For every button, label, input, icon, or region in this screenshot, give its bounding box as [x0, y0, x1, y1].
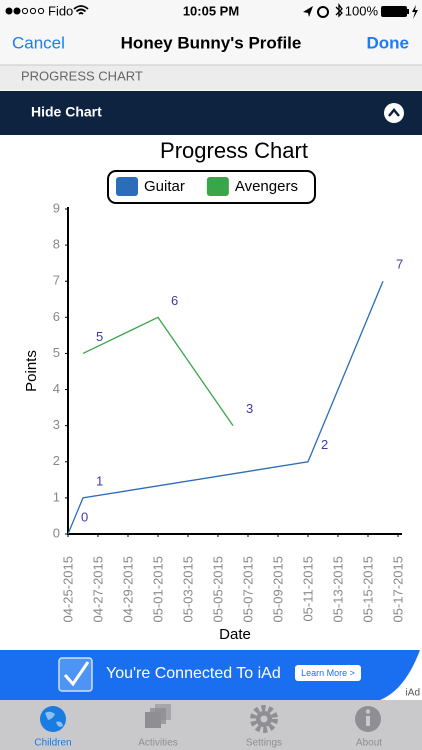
cancel-button[interactable]: Cancel	[12, 33, 65, 52]
collapse-chevron	[388, 108, 400, 117]
battery-tip	[407, 9, 409, 14]
ad-check	[63, 661, 90, 687]
x-tick-label: 05-01-2015	[150, 556, 165, 623]
data-label: 7	[396, 257, 403, 272]
y-tick-label: 3	[53, 417, 60, 432]
activities-icon	[145, 704, 171, 728]
data-label: 2	[321, 437, 328, 452]
tab-bar	[0, 700, 422, 750]
toggle-label[interactable]: Hide Chart	[31, 104, 102, 120]
y-tick-label: 0	[53, 525, 60, 540]
tab-label[interactable]: Children	[34, 738, 71, 749]
section-header: PROGRESS CHART	[21, 68, 143, 83]
bluetooth-icon	[335, 3, 343, 18]
x-tick-label: 05-15-2015	[360, 556, 375, 623]
legend: Guitar Avengers	[107, 170, 316, 204]
done-button[interactable]: Done	[367, 33, 410, 52]
clock: 10:05 PM	[183, 3, 239, 18]
signal	[5, 7, 45, 15]
x-tick-label: 04-25-2015	[60, 556, 75, 623]
x-tick-label: 05-05-2015	[210, 556, 225, 623]
x-tick-label: 05-09-2015	[270, 556, 285, 623]
chart: Progress Chart Points Date Guitar Avenger…	[23, 138, 405, 643]
alarm-icon	[317, 6, 329, 18]
toggle-bar[interactable]	[0, 91, 422, 135]
data-label: 0	[81, 509, 88, 524]
series-line	[82, 316, 234, 427]
y-tick-label: 5	[53, 345, 60, 360]
y-tick-label: 1	[53, 489, 60, 504]
y-tick-label: 7	[53, 273, 60, 288]
collapse-icon[interactable]	[384, 103, 404, 123]
x-tick-label: 04-29-2015	[120, 556, 135, 623]
legend-swatch	[206, 177, 229, 196]
battery-level: 100%	[345, 3, 379, 18]
section-header-bg	[0, 65, 422, 91]
data-label: 3	[246, 401, 253, 416]
x-tick-label: 04-27-2015	[90, 556, 105, 623]
data-label: 6	[171, 293, 178, 308]
y-tick-label: 6	[53, 309, 60, 324]
data-label: 5	[96, 329, 103, 344]
ad-button[interactable]: Learn More >	[301, 668, 355, 678]
y-tick-label: 4	[53, 381, 60, 396]
ad-badge: iAd	[406, 688, 420, 699]
y-tick-label: 8	[53, 237, 60, 252]
x-tick-label: 05-07-2015	[240, 556, 255, 623]
about-icon	[355, 706, 381, 732]
ad-button-bg[interactable]	[295, 665, 361, 681]
chart-title: Progress Chart	[160, 138, 308, 163]
carrier: Fido	[48, 3, 73, 18]
tab-label[interactable]: About	[356, 738, 382, 749]
children-icon	[40, 706, 66, 732]
settings-icon	[250, 705, 278, 733]
wifi-icon	[73, 5, 89, 15]
legend-swatch	[116, 177, 138, 196]
x-tick-label: 05-11-2015	[300, 556, 315, 622]
battery-icon	[381, 6, 407, 17]
y-tick-label: 2	[53, 453, 60, 468]
x-axis-label: Date	[219, 626, 251, 643]
legend-label: Guitar	[144, 178, 185, 195]
series-line	[67, 280, 384, 535]
tab-label[interactable]: Settings	[246, 738, 282, 749]
x-tick-label: 05-03-2015	[180, 556, 195, 623]
location-icon	[303, 6, 313, 17]
x-tick-label: 05-17-2015	[390, 556, 405, 623]
header-bg	[0, 0, 422, 65]
y-tick-label: 9	[53, 200, 60, 215]
x-tick-label: 05-13-2015	[330, 556, 345, 623]
data-label: 1	[96, 473, 103, 488]
tab-label[interactable]: Activities	[138, 738, 177, 749]
legend-label: Avengers	[235, 178, 298, 195]
nav-title: Honey Bunny's Profile	[121, 33, 302, 52]
charging-icon	[412, 5, 418, 19]
ad-corner	[380, 650, 422, 700]
y-axis-label: Points	[23, 350, 40, 392]
ad-text: You're Connected To iAd	[106, 665, 281, 682]
